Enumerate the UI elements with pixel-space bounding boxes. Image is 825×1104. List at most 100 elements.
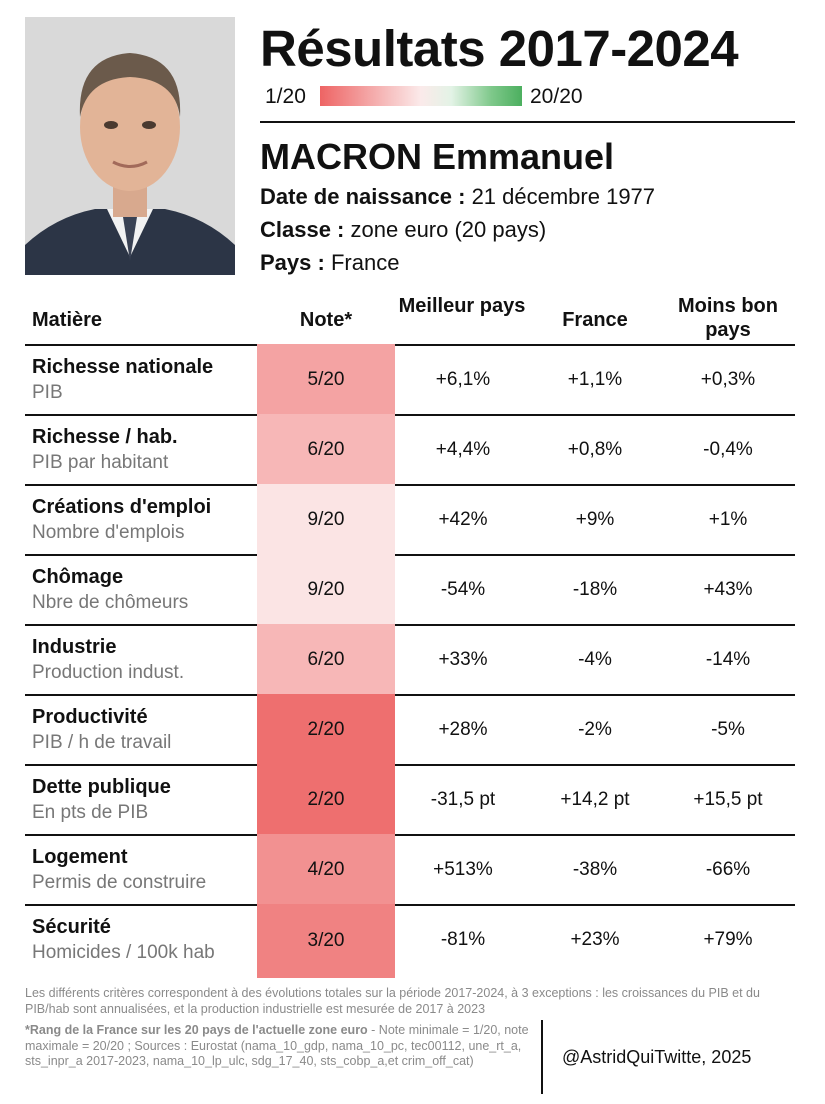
worst-country-value: +43% [703, 579, 753, 600]
header-france: France [562, 309, 628, 331]
note-cell: 9/20 [257, 484, 395, 556]
worst-country-value: -14% [705, 649, 751, 670]
france-value: +9% [575, 509, 615, 530]
france-value: +1,1% [567, 369, 623, 390]
country-label: Pays : [260, 250, 325, 275]
worst-country-value: +0,3% [700, 369, 756, 390]
subject-detail: PIB / h de travail [32, 732, 172, 753]
best-country-value: -31,5 pt [430, 789, 496, 810]
worst-country-value: -66% [705, 859, 751, 880]
subject-cell: Productivité PIB / h de travail [32, 705, 171, 755]
best-country-value: +42% [438, 509, 488, 530]
worst-country-value: -0,4% [703, 439, 753, 460]
header-note: Note* [299, 309, 353, 331]
note-cell: 4/20 [257, 834, 395, 906]
subject-label: Productivité [32, 706, 148, 728]
methodology-note: Les différents critères correspondent à … [25, 986, 760, 1016]
subject-cell: Richesse / hab. PIB par habitant [32, 425, 178, 475]
birth-date-line: Date de naissance : 21 décembre 1977 [260, 183, 655, 211]
country-value: France [330, 250, 400, 275]
author-handle: @AstridQuiTwitte, 2025 [562, 1047, 752, 1067]
header-divider [260, 121, 795, 123]
worst-country-value: -5% [711, 719, 745, 740]
table-row: Richesse / hab. PIB par habitant 6/20 +4,4%… [25, 414, 795, 486]
subject-label: Chômage [32, 566, 124, 588]
class-value: zone euro (20 pays) [350, 217, 547, 242]
portrait-photo [25, 17, 235, 275]
subject-detail: Homicides / 100k hab [32, 942, 215, 963]
subject-detail: Nbre de chômeurs [32, 592, 189, 613]
france-value: -38% [572, 859, 618, 880]
france-value: -18% [572, 579, 618, 600]
subject-detail: Permis de construire [32, 872, 207, 893]
france-value: +23% [570, 929, 620, 950]
best-country-value: +513% [433, 859, 493, 880]
subject-label: Logement [32, 846, 128, 868]
table-row: Industrie Production indust. 6/20 +33% -4% -1… [25, 624, 795, 696]
table-row: Productivité PIB / h de travail 2/20 +28% -2… [25, 694, 795, 766]
subject-cell: Chômage Nbre de chômeurs [32, 565, 188, 615]
subject-detail: PIB par habitant [32, 452, 169, 473]
best-country-value: -54% [440, 579, 486, 600]
header-worst-country: Moins bon pays [678, 295, 778, 341]
subject-cell: Industrie Production indust. [32, 635, 184, 685]
scale-gradient-bar [320, 86, 522, 106]
subject-label: Créations d'emploi [32, 496, 212, 518]
class-line: Classe : zone euro (20 pays) [260, 216, 546, 244]
class-label: Classe : [260, 217, 345, 242]
subject-detail: Production indust. [32, 662, 185, 683]
subject-label: Richesse nationale [32, 356, 214, 378]
best-country-value: -81% [440, 929, 486, 950]
scale-max-label: 20/20 [530, 85, 583, 108]
table-header: Matière Note* Meilleur pays France Moins… [25, 290, 795, 344]
table-row: Créations d'emploi Nombre d'emplois 9/20 +4… [25, 484, 795, 556]
subject-label: Industrie [32, 636, 117, 658]
best-country-value: +4,4% [435, 439, 491, 460]
france-value: +14,2 pt [560, 789, 630, 810]
results-table-body: Richesse nationale PIB 5/20 +6,1% +1,1% +0,3%… [25, 344, 795, 978]
subject-detail: Nombre d'emplois [32, 522, 185, 543]
subject-cell: Logement Permis de construire [32, 845, 206, 895]
france-value: -4% [578, 649, 612, 670]
sources-text: - Note minimale = 1/20, note maximale = … [25, 1023, 529, 1068]
subject-cell: Dette publique En pts de PIB [32, 775, 171, 825]
worst-country-value: +15,5 pt [693, 789, 763, 810]
subject-detail: En pts de PIB [32, 802, 149, 823]
worst-country-value: +1% [708, 509, 748, 530]
subject-cell: Créations d'emploi Nombre d'emplois [32, 495, 211, 545]
scale-min-label: 1/20 [265, 85, 306, 108]
worst-country-value: +79% [703, 929, 753, 950]
subject-detail: PIB [32, 382, 63, 403]
page-title: Résultats 2017-2024 [260, 20, 739, 77]
table-row: Richesse nationale PIB 5/20 +6,1% +1,1% +0,3% [25, 344, 795, 416]
note-cell: 9/20 [257, 554, 395, 626]
subject-cell: Sécurité Homicides / 100k hab [32, 915, 215, 965]
person-name: MACRON Emmanuel [260, 136, 615, 177]
sources-note: *Rang de la France sur les 20 pays de l'… [25, 1023, 530, 1070]
best-country-value: +6,1% [435, 369, 491, 390]
table-row: Logement Permis de construire 4/20 +513% -38… [25, 834, 795, 906]
note-cell: 3/20 [257, 904, 395, 978]
portrait-illustration [25, 17, 235, 275]
header-best-country: Meilleur pays [398, 295, 526, 317]
table-row: Dette publique En pts de PIB 2/20 -31,5 pt +… [25, 764, 795, 836]
subject-label: Dette publique [32, 776, 171, 798]
subject-label: Richesse / hab. [32, 426, 178, 448]
birth-date-value: 21 décembre 1977 [471, 184, 656, 209]
france-value: +0,8% [567, 439, 623, 460]
note-cell: 6/20 [257, 624, 395, 696]
subject-cell: Richesse nationale PIB [32, 355, 213, 405]
birth-date-label: Date de naissance : [260, 184, 466, 209]
footer-divider [541, 1020, 543, 1094]
country-line: Pays : France [260, 249, 399, 277]
best-country-value: +28% [438, 719, 488, 740]
note-cell: 2/20 [257, 694, 395, 766]
france-value: -2% [578, 719, 612, 740]
best-country-value: +33% [438, 649, 488, 670]
rank-definition: *Rang de la France sur les 20 pays de l'… [25, 1023, 368, 1037]
header-subject: Matière [32, 309, 103, 331]
note-cell: 2/20 [257, 764, 395, 836]
note-cell: 6/20 [257, 414, 395, 486]
subject-label: Sécurité [32, 916, 111, 938]
table-row: Chômage Nbre de chômeurs 9/20 -54% -18% +43% [25, 554, 795, 626]
